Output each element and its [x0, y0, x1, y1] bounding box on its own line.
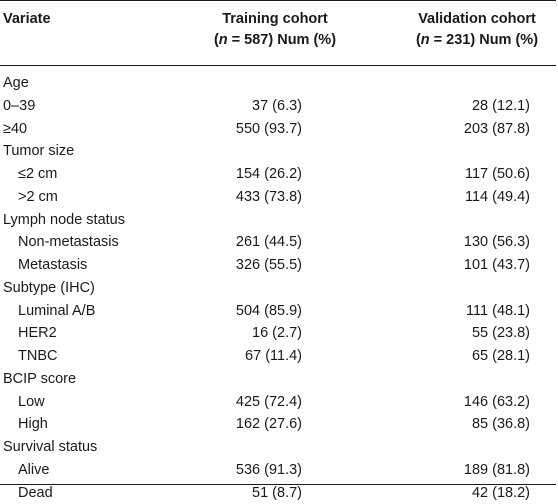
table-row: Low 425 (72.4) 146 (63.2) [0, 391, 558, 414]
table-row: >2 cm 433 (73.8) 114 (49.4) [0, 186, 558, 209]
table-row: BCIP score [0, 368, 558, 391]
table-row: Metastasis 326 (55.5) 101 (43.7) [0, 254, 558, 277]
table-row: 0–39 37 (6.3) 28 (12.1) [0, 95, 558, 118]
table-header: Variate Training cohort (n = 587) Num (%… [0, 0, 558, 65]
row-validation-value: 85 (36.8) [400, 413, 530, 436]
row-training-value: 162 (27.6) [170, 413, 302, 436]
table-row: Survival status [0, 436, 558, 459]
row-variate-label: ≤2 cm [18, 163, 57, 186]
row-validation-value: 114 (49.4) [400, 186, 530, 209]
row-training-value: 504 (85.9) [170, 300, 302, 323]
table-bottom-rule [0, 484, 556, 485]
header-training-n: n [219, 32, 228, 48]
row-variate-label: Low [18, 391, 45, 414]
header-validation-cohort: Validation cohort (n = 231) Num (%) [394, 9, 558, 51]
header-variate: Variate [3, 9, 51, 30]
row-training-value: 16 (2.7) [170, 322, 302, 345]
table-row: Tumor size [0, 140, 558, 163]
data-table: Variate Training cohort (n = 587) Num (%… [0, 0, 558, 491]
row-variate-label: Age [3, 72, 29, 95]
row-validation-value: 111 (48.1) [400, 300, 530, 323]
table-row: TNBC 67 (11.4) 65 (28.1) [0, 345, 558, 368]
row-variate-label: 0–39 [3, 95, 35, 118]
row-variate-label: Luminal A/B [18, 300, 95, 323]
header-validation-title: Validation cohort [394, 9, 558, 30]
header-training-subtitle: (n = 587) Num (%) [196, 30, 354, 51]
header-training-title: Training cohort [196, 9, 354, 30]
row-validation-value: 55 (23.8) [400, 322, 530, 345]
table-row: Non-metastasis 261 (44.5) 130 (56.3) [0, 231, 558, 254]
row-variate-label: ≥40 [3, 118, 27, 141]
row-variate-label: High [18, 413, 48, 436]
header-training-count: = 587) Num (%) [228, 32, 336, 48]
row-variate-label: TNBC [18, 345, 57, 368]
row-variate-label: Lymph node status [3, 209, 125, 232]
row-validation-value: 117 (50.6) [400, 163, 530, 186]
row-variate-label: >2 cm [18, 186, 58, 209]
table-row: HER2 16 (2.7) 55 (23.8) [0, 322, 558, 345]
table-row: Age [0, 72, 558, 95]
row-training-value: 67 (11.4) [170, 345, 302, 368]
row-training-value: 425 (72.4) [170, 391, 302, 414]
table-header-rule [0, 65, 556, 66]
row-training-value: 37 (6.3) [170, 95, 302, 118]
header-validation-count: = 231) Num (%) [430, 32, 538, 48]
header-training-cohort: Training cohort (n = 587) Num (%) [196, 9, 354, 51]
row-variate-label: Non-metastasis [18, 231, 119, 254]
table-row: Alive 536 (91.3) 189 (81.8) [0, 459, 558, 482]
table-row: High 162 (27.6) 85 (36.8) [0, 413, 558, 436]
row-variate-label: BCIP score [3, 368, 76, 391]
row-validation-value: 65 (28.1) [400, 345, 530, 368]
table-row: Lymph node status [0, 209, 558, 232]
row-variate-label: HER2 [18, 322, 57, 345]
row-training-value: 261 (44.5) [170, 231, 302, 254]
row-training-value: 326 (55.5) [170, 254, 302, 277]
row-validation-value: 101 (43.7) [400, 254, 530, 277]
row-variate-label: Survival status [3, 436, 97, 459]
row-variate-label: Alive [18, 459, 49, 482]
table-row: ≥40 550 (93.7) 203 (87.8) [0, 118, 558, 141]
row-validation-value: 146 (63.2) [400, 391, 530, 414]
row-variate-label: Metastasis [18, 254, 87, 277]
table-row: Subtype (IHC) [0, 277, 558, 300]
row-variate-label: Subtype (IHC) [3, 277, 95, 300]
row-training-value: 550 (93.7) [170, 118, 302, 141]
header-validation-n: n [421, 32, 430, 48]
row-variate-label: Tumor size [3, 140, 74, 163]
row-training-value: 433 (73.8) [170, 186, 302, 209]
header-validation-subtitle: (n = 231) Num (%) [394, 30, 558, 51]
row-validation-value: 189 (81.8) [400, 459, 530, 482]
row-validation-value: 203 (87.8) [400, 118, 530, 141]
row-training-value: 536 (91.3) [170, 459, 302, 482]
row-validation-value: 130 (56.3) [400, 231, 530, 254]
row-validation-value: 28 (12.1) [400, 95, 530, 118]
table-row: Luminal A/B 504 (85.9) 111 (48.1) [0, 300, 558, 323]
table-row: ≤2 cm 154 (26.2) 117 (50.6) [0, 163, 558, 186]
row-training-value: 154 (26.2) [170, 163, 302, 186]
